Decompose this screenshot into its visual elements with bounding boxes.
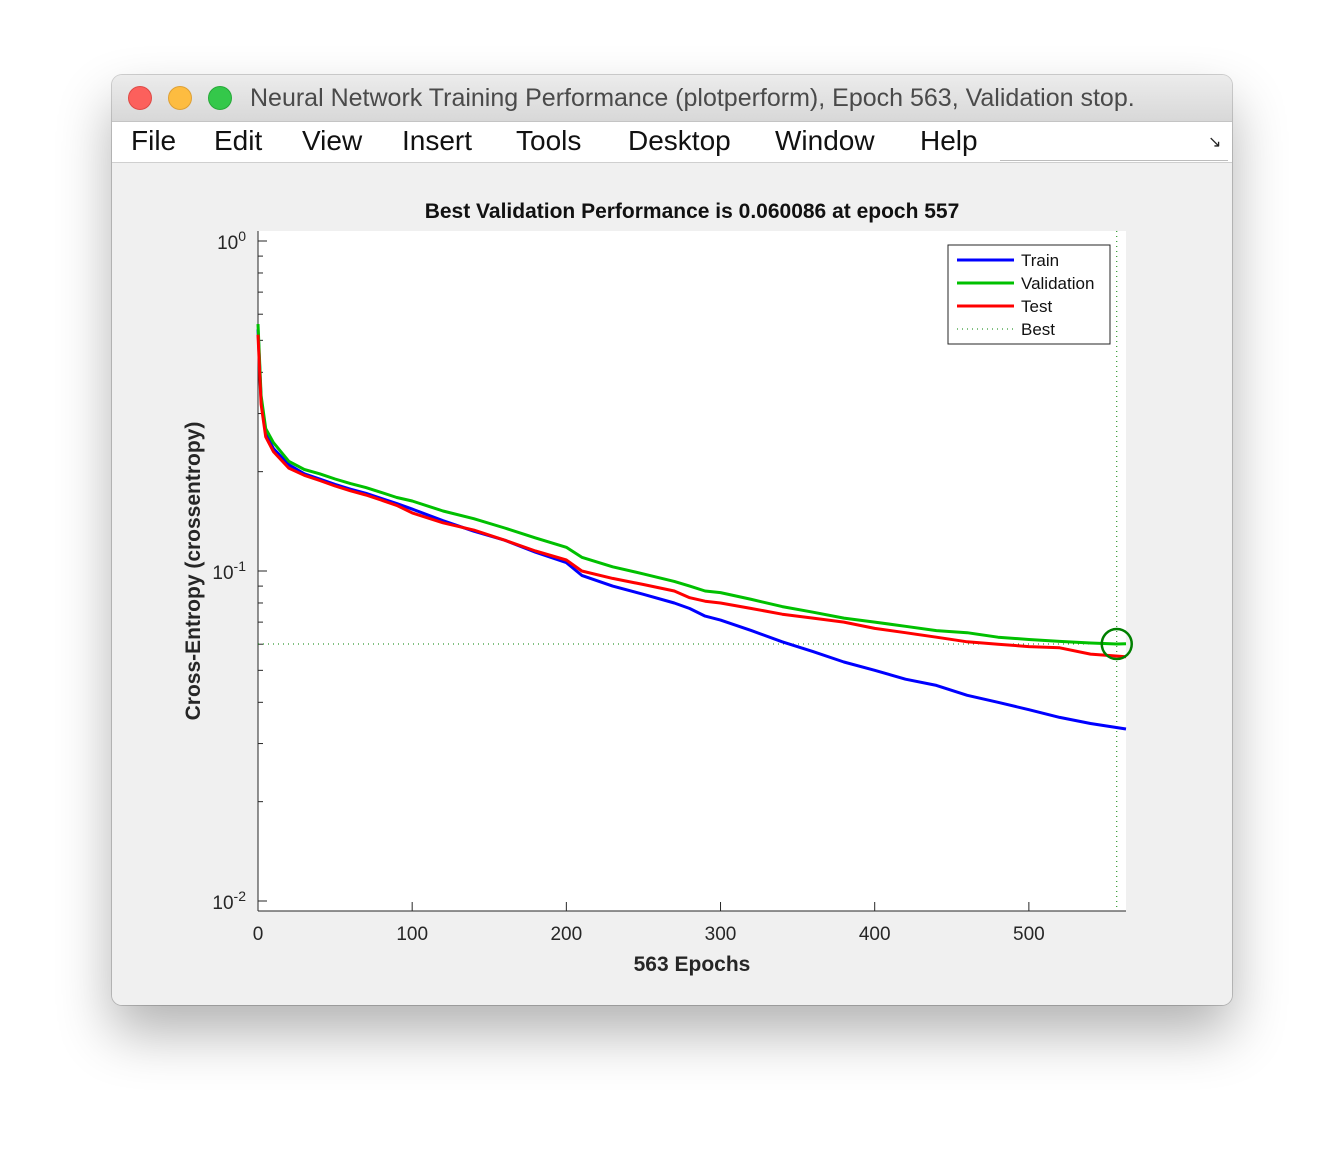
x-tick-label: 0 bbox=[253, 924, 264, 945]
figure-area: 10-2 10-1 100 0 100 200 300 400 500 Best Valida… bbox=[112, 163, 1232, 1005]
menu-bar: File Edit View Insert Tools Desktop Wind… bbox=[112, 122, 1232, 163]
x-tick-label: 500 bbox=[1013, 924, 1045, 945]
x-ticks: 0 100 200 300 400 500 bbox=[253, 902, 1045, 945]
y-tick-label: 10-2 bbox=[212, 888, 246, 914]
x-axis-label: 563 Epochs bbox=[634, 953, 751, 976]
menu-edit[interactable]: Edit bbox=[214, 125, 263, 156]
performance-chart: 10-2 10-1 100 0 100 200 300 400 500 Best Valida… bbox=[182, 200, 1133, 976]
menu-help[interactable]: Help bbox=[920, 125, 978, 156]
x-tick-label: 200 bbox=[550, 924, 582, 945]
dock-figure-icon[interactable]: ↘ bbox=[1208, 134, 1222, 151]
series-line-validation bbox=[256, 324, 1127, 646]
legend: Train Validation Test Best bbox=[947, 244, 1111, 345]
legend-label-train: Train bbox=[1021, 251, 1059, 270]
legend-label-best: Best bbox=[1021, 320, 1055, 339]
chart-title: Best Validation Performance is 0.060086 … bbox=[425, 200, 960, 223]
x-tick-label: 300 bbox=[705, 924, 737, 945]
menu-insert[interactable]: Insert bbox=[402, 125, 473, 156]
y-axis-label: Cross-Entropy (crossentropy) bbox=[182, 422, 205, 721]
menu-separator bbox=[1000, 160, 1228, 161]
series-line-test bbox=[256, 334, 1127, 659]
series-layer bbox=[256, 324, 1127, 731]
minimize-window-button[interactable] bbox=[168, 86, 192, 110]
y-minor-ticks bbox=[258, 255, 263, 803]
menu-file[interactable]: File bbox=[131, 125, 177, 156]
y-tick-label: 10-1 bbox=[212, 558, 246, 584]
menu-desktop[interactable]: Desktop bbox=[628, 125, 731, 156]
x-tick-label: 400 bbox=[859, 924, 891, 945]
title-bar[interactable]: Neural Network Training Performance (plo… bbox=[112, 75, 1232, 122]
legend-label-validation: Validation bbox=[1021, 274, 1094, 293]
zoom-window-button[interactable] bbox=[208, 86, 232, 110]
menu-window[interactable]: Window bbox=[775, 125, 875, 156]
menu-tools[interactable]: Tools bbox=[516, 125, 582, 156]
y-tick-label: 100 bbox=[217, 228, 246, 254]
x-tick-label: 100 bbox=[396, 924, 428, 945]
plotperform-window: Neural Network Training Performance (plo… bbox=[112, 75, 1232, 1005]
best-marker bbox=[1100, 627, 1133, 661]
close-window-button[interactable] bbox=[128, 86, 152, 110]
window-title: Neural Network Training Performance (plo… bbox=[250, 84, 1135, 112]
y-ticks: 10-2 10-1 100 bbox=[212, 228, 267, 914]
legend-label-test: Test bbox=[1021, 297, 1052, 316]
menu-view[interactable]: View bbox=[302, 125, 363, 156]
